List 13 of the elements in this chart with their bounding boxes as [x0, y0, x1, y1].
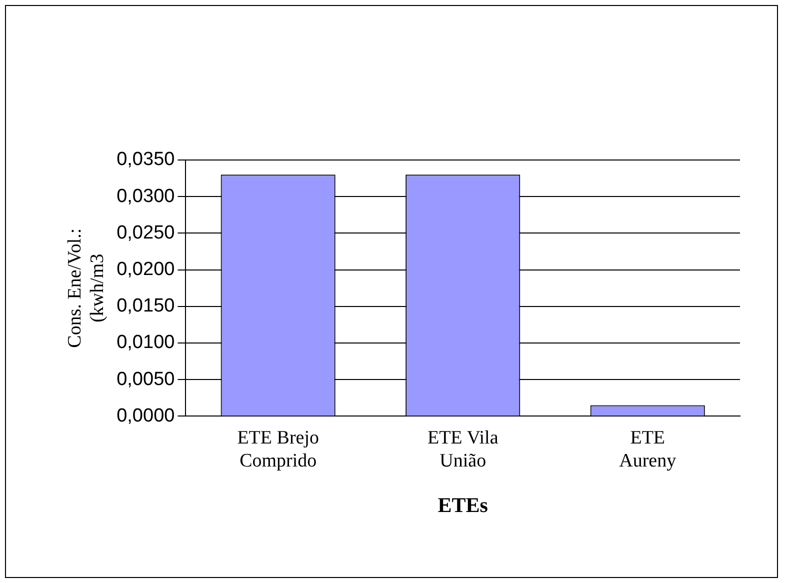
y-tick-label: 0,0200: [116, 259, 175, 280]
x-tick-label: ETE Brejo Comprido: [237, 428, 319, 472]
x-tick-label: ETE Aureny: [619, 428, 677, 472]
y-tick-label: 0,0350: [116, 149, 175, 170]
x-axis-title: ETEs: [438, 492, 488, 517]
y-tick-label: 0,0000: [116, 405, 175, 426]
y-tick-label: 0,0050: [116, 368, 175, 390]
y-axis-title: Cons. Ene/Vol.: (kwh/m3: [64, 228, 108, 348]
x-tick-label: ETE Vila União: [427, 428, 499, 472]
y-tick-label: 0,0100: [116, 332, 175, 354]
y-tick-label: 0,0250: [116, 222, 175, 244]
y-tick-label: 0,0300: [116, 186, 175, 207]
y-tick-label: 0,0150: [116, 296, 175, 317]
